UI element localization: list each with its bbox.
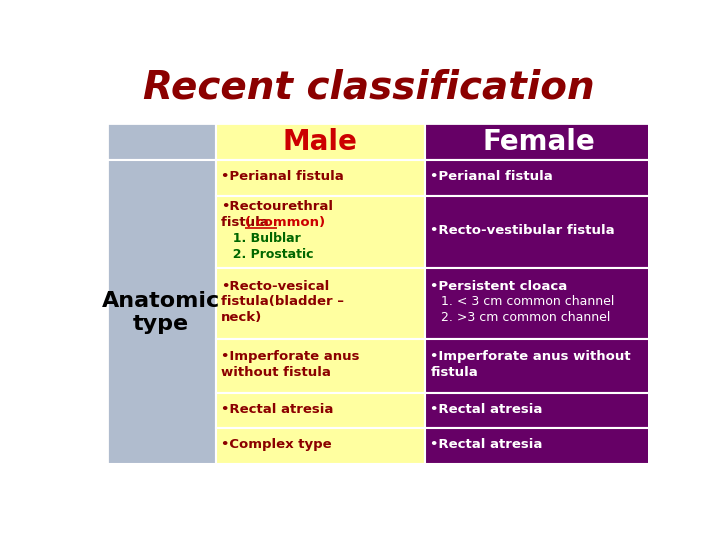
Text: •Rectourethral: •Rectourethral	[221, 200, 333, 213]
Text: Male: Male	[283, 128, 358, 156]
Text: •Persistent cloaca: •Persistent cloaca	[431, 280, 567, 293]
Text: •Rectal atresia: •Rectal atresia	[431, 402, 543, 415]
Text: •Perianal fistula: •Perianal fistula	[431, 171, 553, 184]
FancyBboxPatch shape	[425, 196, 654, 267]
FancyBboxPatch shape	[425, 428, 654, 464]
FancyBboxPatch shape	[215, 267, 425, 339]
Text: 1. < 3 cm common channel: 1. < 3 cm common channel	[433, 295, 615, 308]
FancyBboxPatch shape	[425, 123, 654, 160]
Text: •Imperforate anus: •Imperforate anus	[221, 350, 359, 363]
Text: ( common): ( common)	[245, 216, 325, 229]
Text: •Complex type: •Complex type	[221, 438, 332, 451]
FancyBboxPatch shape	[215, 123, 425, 160]
Text: 2. >3 cm common channel: 2. >3 cm common channel	[433, 311, 611, 324]
Text: fistula(bladder –: fistula(bladder –	[221, 295, 344, 308]
Text: •Rectal atresia: •Rectal atresia	[431, 438, 543, 451]
Text: fistula: fistula	[431, 366, 478, 379]
Text: 2. Prostatic: 2. Prostatic	[224, 248, 313, 261]
Text: without fistula: without fistula	[221, 366, 331, 379]
Text: Anatomic
type: Anatomic type	[102, 291, 220, 334]
FancyBboxPatch shape	[107, 160, 215, 464]
FancyBboxPatch shape	[425, 267, 654, 339]
Text: neck): neck)	[221, 311, 262, 324]
FancyBboxPatch shape	[425, 393, 654, 428]
Text: fistula: fistula	[221, 216, 274, 229]
Text: •Recto-vesical: •Recto-vesical	[221, 280, 329, 293]
FancyBboxPatch shape	[425, 339, 654, 393]
FancyBboxPatch shape	[215, 428, 425, 464]
Text: •Rectal atresia: •Rectal atresia	[221, 402, 333, 415]
Text: •Recto-vestibular fistula: •Recto-vestibular fistula	[431, 224, 615, 237]
FancyBboxPatch shape	[107, 123, 215, 160]
Text: Female: Female	[483, 128, 595, 156]
Text: •Imperforate anus without: •Imperforate anus without	[431, 350, 631, 363]
Text: •Perianal fistula: •Perianal fistula	[221, 171, 344, 184]
Text: Recent classification: Recent classification	[143, 69, 595, 107]
Text: 1. Bulblar: 1. Bulblar	[224, 232, 301, 245]
FancyBboxPatch shape	[215, 339, 425, 393]
FancyBboxPatch shape	[215, 160, 425, 196]
FancyBboxPatch shape	[215, 393, 425, 428]
FancyBboxPatch shape	[425, 160, 654, 196]
FancyBboxPatch shape	[215, 196, 425, 267]
